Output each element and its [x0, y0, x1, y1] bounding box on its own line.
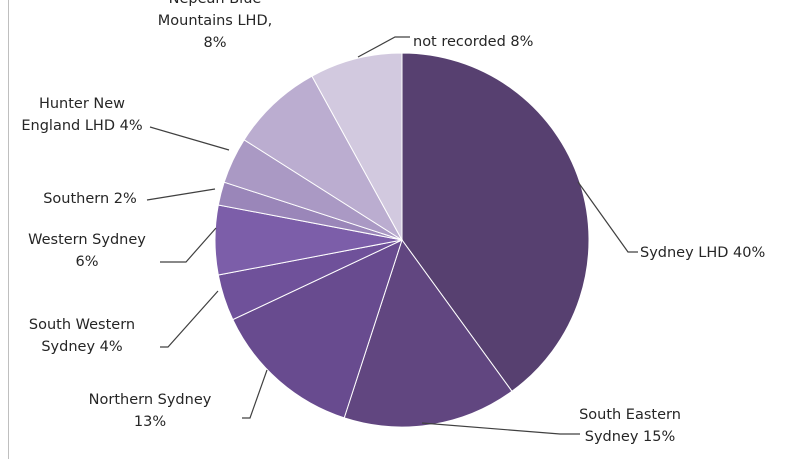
slice-label-3-line-1: Sydney 4%: [41, 339, 122, 355]
slice-label-7-line-0: Nepean Blue: [169, 0, 262, 7]
slice-label-0: Sydney LHD 40%: [640, 245, 765, 261]
leader-line-4: [160, 227, 217, 263]
leader-line-8: [357, 36, 410, 58]
slice-label-4: Western Sydney 6%: [28, 232, 146, 270]
slice-label-1-line-1: Sydney 15%: [585, 429, 676, 445]
slice-labels: Sydney LHD 40% South Eastern Sydney 15% Nor…: [21, 0, 765, 445]
slice-label-2-line-1: 13%: [134, 414, 166, 430]
slice-label-7-line-1: Mountains LHD,: [158, 13, 272, 29]
leader-line-2: [242, 369, 268, 419]
pie-slice-0: [401, 52, 590, 392]
leader-line-1: [421, 422, 580, 435]
slice-label-6-line-0: Hunter New: [39, 96, 125, 112]
slice-label-7-line-2: 8%: [203, 35, 226, 51]
slice-label-4-line-1: 6%: [75, 254, 98, 270]
leader-line-0: [577, 181, 638, 253]
pie-slice-8: [311, 52, 403, 241]
slice-label-7: Nepean Blue Mountains LHD, 8%: [158, 0, 272, 51]
slice-label-6-line-1: England LHD 4%: [21, 118, 142, 134]
pie-slices: [214, 52, 590, 428]
slice-label-3: South Western Sydney 4%: [29, 317, 135, 355]
slice-label-4-line-0: Western Sydney: [28, 232, 146, 248]
pie-slice-1: [343, 238, 513, 428]
pie-slice-7: [243, 75, 403, 241]
slice-label-1: South Eastern Sydney 15%: [579, 407, 681, 445]
leader-line-6: [149, 126, 230, 151]
slice-label-5-line-0: Southern 2%: [43, 191, 137, 207]
slice-label-2: Northern Sydney 13%: [89, 392, 212, 430]
slice-label-5: Southern 2%: [43, 191, 137, 207]
leader-lines: [146, 36, 638, 435]
slice-label-6: Hunter New England LHD 4%: [21, 96, 142, 134]
slice-label-0-line-0: Sydney LHD 40%: [640, 245, 765, 261]
slice-label-3-line-0: South Western: [29, 317, 135, 333]
plot-area-left-edge: [8, 0, 9, 459]
leader-line-3: [160, 290, 219, 348]
slice-label-8-line-0: not recorded 8%: [413, 34, 533, 50]
pie-slice-2: [232, 239, 403, 419]
leader-line-5: [146, 188, 216, 201]
slice-label-2-line-0: Northern Sydney: [89, 392, 212, 408]
slice-label-1-line-0: South Eastern: [579, 407, 681, 423]
slice-label-8: not recorded 8%: [413, 34, 533, 50]
